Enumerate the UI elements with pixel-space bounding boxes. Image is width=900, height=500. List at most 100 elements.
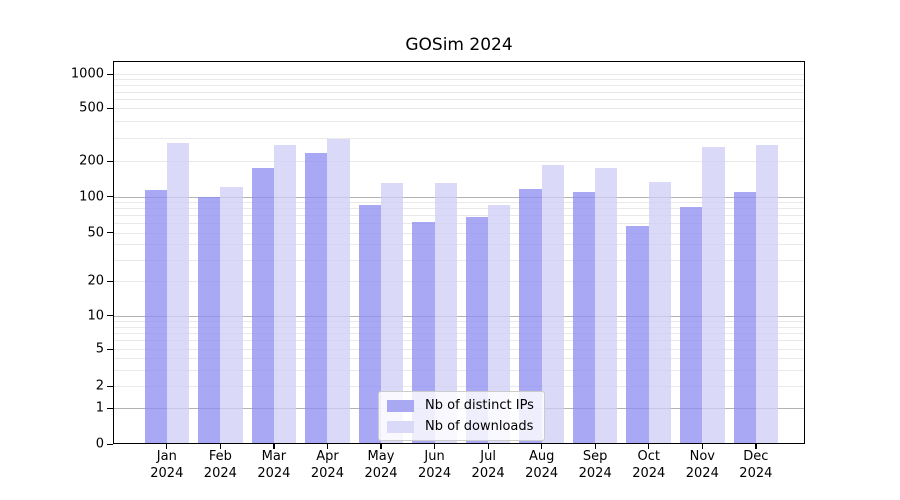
bar-downloads-may (381, 183, 404, 443)
gridline-minor (114, 208, 804, 210)
y-tick-label: 10 (87, 308, 104, 324)
y-tick-mark (107, 385, 113, 387)
gridline-minor (114, 281, 804, 282)
y-tick-mark (107, 196, 113, 198)
bar-distinct-ips-jul (465, 217, 489, 443)
bar-distinct-ips-may (358, 205, 381, 443)
gridline-minor (114, 326, 804, 328)
gridline-minor (114, 121, 804, 123)
x-tick-label-jun: Jun 2024 (418, 449, 452, 481)
bar-distinct-ips-jun (412, 221, 435, 443)
x-tick-mark (701, 444, 703, 449)
x-tick-mark (433, 444, 436, 449)
bar-downloads-dec (755, 144, 779, 443)
gridline-minor (114, 349, 804, 351)
bar-downloads-sep (595, 167, 618, 443)
legend-item-distinct-ips: Nb of distinct IPs (387, 398, 538, 413)
bar-distinct-ips-apr (305, 153, 328, 443)
bar-downloads-feb (220, 187, 243, 443)
y-tick-label: 0 (95, 436, 104, 452)
x-tick-mark (166, 444, 168, 449)
y-tick-label: 200 (79, 153, 104, 169)
y-tick-label: 50 (87, 225, 104, 241)
x-tick-label-may: May 2024 (364, 449, 398, 481)
gridline-minor (114, 99, 804, 101)
gridline-minor (114, 79, 804, 81)
bar-downloads-apr (327, 138, 350, 443)
x-tick-mark (273, 444, 275, 449)
y-tick-label: 500 (79, 100, 104, 116)
y-tick-label: 2 (95, 378, 104, 394)
gridline-minor (114, 202, 804, 204)
y-tick-mark (107, 107, 113, 110)
y-tick-label: 1000 (70, 66, 104, 82)
y-tick-label: 5 (95, 341, 104, 357)
gridline-minor (114, 91, 804, 93)
gridline-minor (114, 340, 804, 342)
gridline-minor (114, 108, 804, 110)
bar-downloads-nov (702, 147, 725, 443)
gridline-minor (114, 320, 804, 322)
x-tick-mark (541, 444, 543, 449)
y-tick-mark (107, 348, 113, 351)
bar-distinct-ips-sep (572, 192, 596, 443)
y-tick-label: 100 (79, 189, 104, 205)
y-tick-mark (107, 73, 113, 75)
x-tick-label-apr: Apr 2024 (310, 449, 344, 481)
y-tick-mark (107, 160, 113, 162)
y-tick-label: 1 (95, 400, 104, 416)
legend-label-distinct-ips: Nb of distinct IPs (425, 398, 534, 413)
gridline-major (114, 315, 804, 317)
x-tick-label-mar: Mar 2024 (257, 449, 291, 481)
x-tick-label-dec: Dec 2024 (739, 449, 773, 481)
gridline-minor (114, 161, 804, 162)
x-tick-label-jul: Jul 2024 (471, 449, 505, 481)
x-tick-label-nov: Nov 2024 (685, 449, 719, 481)
bar-distinct-ips-nov (680, 207, 703, 443)
y-tick-mark (107, 443, 113, 445)
bar-downloads-mar (273, 144, 297, 443)
bar-distinct-ips-oct (626, 225, 649, 443)
chart-title: GOSim 2024 (405, 35, 513, 55)
bar-distinct-ips-dec (733, 191, 756, 443)
gridline-minor (114, 358, 804, 360)
gridline-minor (114, 232, 804, 234)
gridline-minor (114, 386, 804, 387)
bar-distinct-ips-feb (198, 196, 221, 443)
gridline-minor (114, 223, 804, 225)
y-tick-label: 20 (87, 273, 104, 289)
gridline-minor (114, 369, 804, 371)
gridline-major (114, 196, 804, 198)
y-tick-mark (107, 315, 113, 317)
x-tick-label-aug: Aug 2024 (525, 449, 559, 481)
y-tick-mark (107, 232, 113, 234)
bar-distinct-ips-jan (144, 189, 167, 443)
x-tick-mark (487, 444, 489, 449)
bar-downloads-aug (541, 165, 564, 443)
x-tick-label-jan: Jan 2024 (150, 449, 184, 481)
gridline-minor (114, 85, 804, 87)
gridline-minor (114, 137, 804, 139)
x-tick-label-feb: Feb 2024 (203, 449, 237, 481)
x-tick-mark (648, 444, 650, 449)
legend: Nb of distinct IPs Nb of downloads (378, 391, 545, 441)
x-tick-mark (594, 444, 596, 449)
gridline-minor (114, 332, 804, 334)
gridline-minor (114, 74, 804, 75)
x-tick-mark (219, 444, 222, 449)
y-tick-mark (107, 280, 113, 282)
bar-downloads-jul (488, 205, 511, 443)
legend-label-downloads: Nb of downloads (425, 419, 534, 434)
x-tick-mark (326, 444, 329, 449)
bar-downloads-jun (434, 183, 457, 443)
legend-item-downloads: Nb of downloads (387, 419, 538, 434)
legend-swatch-downloads (387, 420, 414, 433)
x-tick-label-oct: Oct 2024 (632, 449, 666, 481)
legend-swatch-distinct-ips (387, 399, 414, 412)
bar-downloads-jan (166, 142, 190, 443)
y-tick-mark (107, 407, 113, 410)
gridline-minor (114, 215, 804, 217)
bar-distinct-ips-mar (251, 167, 274, 443)
gridline-minor (114, 259, 804, 261)
